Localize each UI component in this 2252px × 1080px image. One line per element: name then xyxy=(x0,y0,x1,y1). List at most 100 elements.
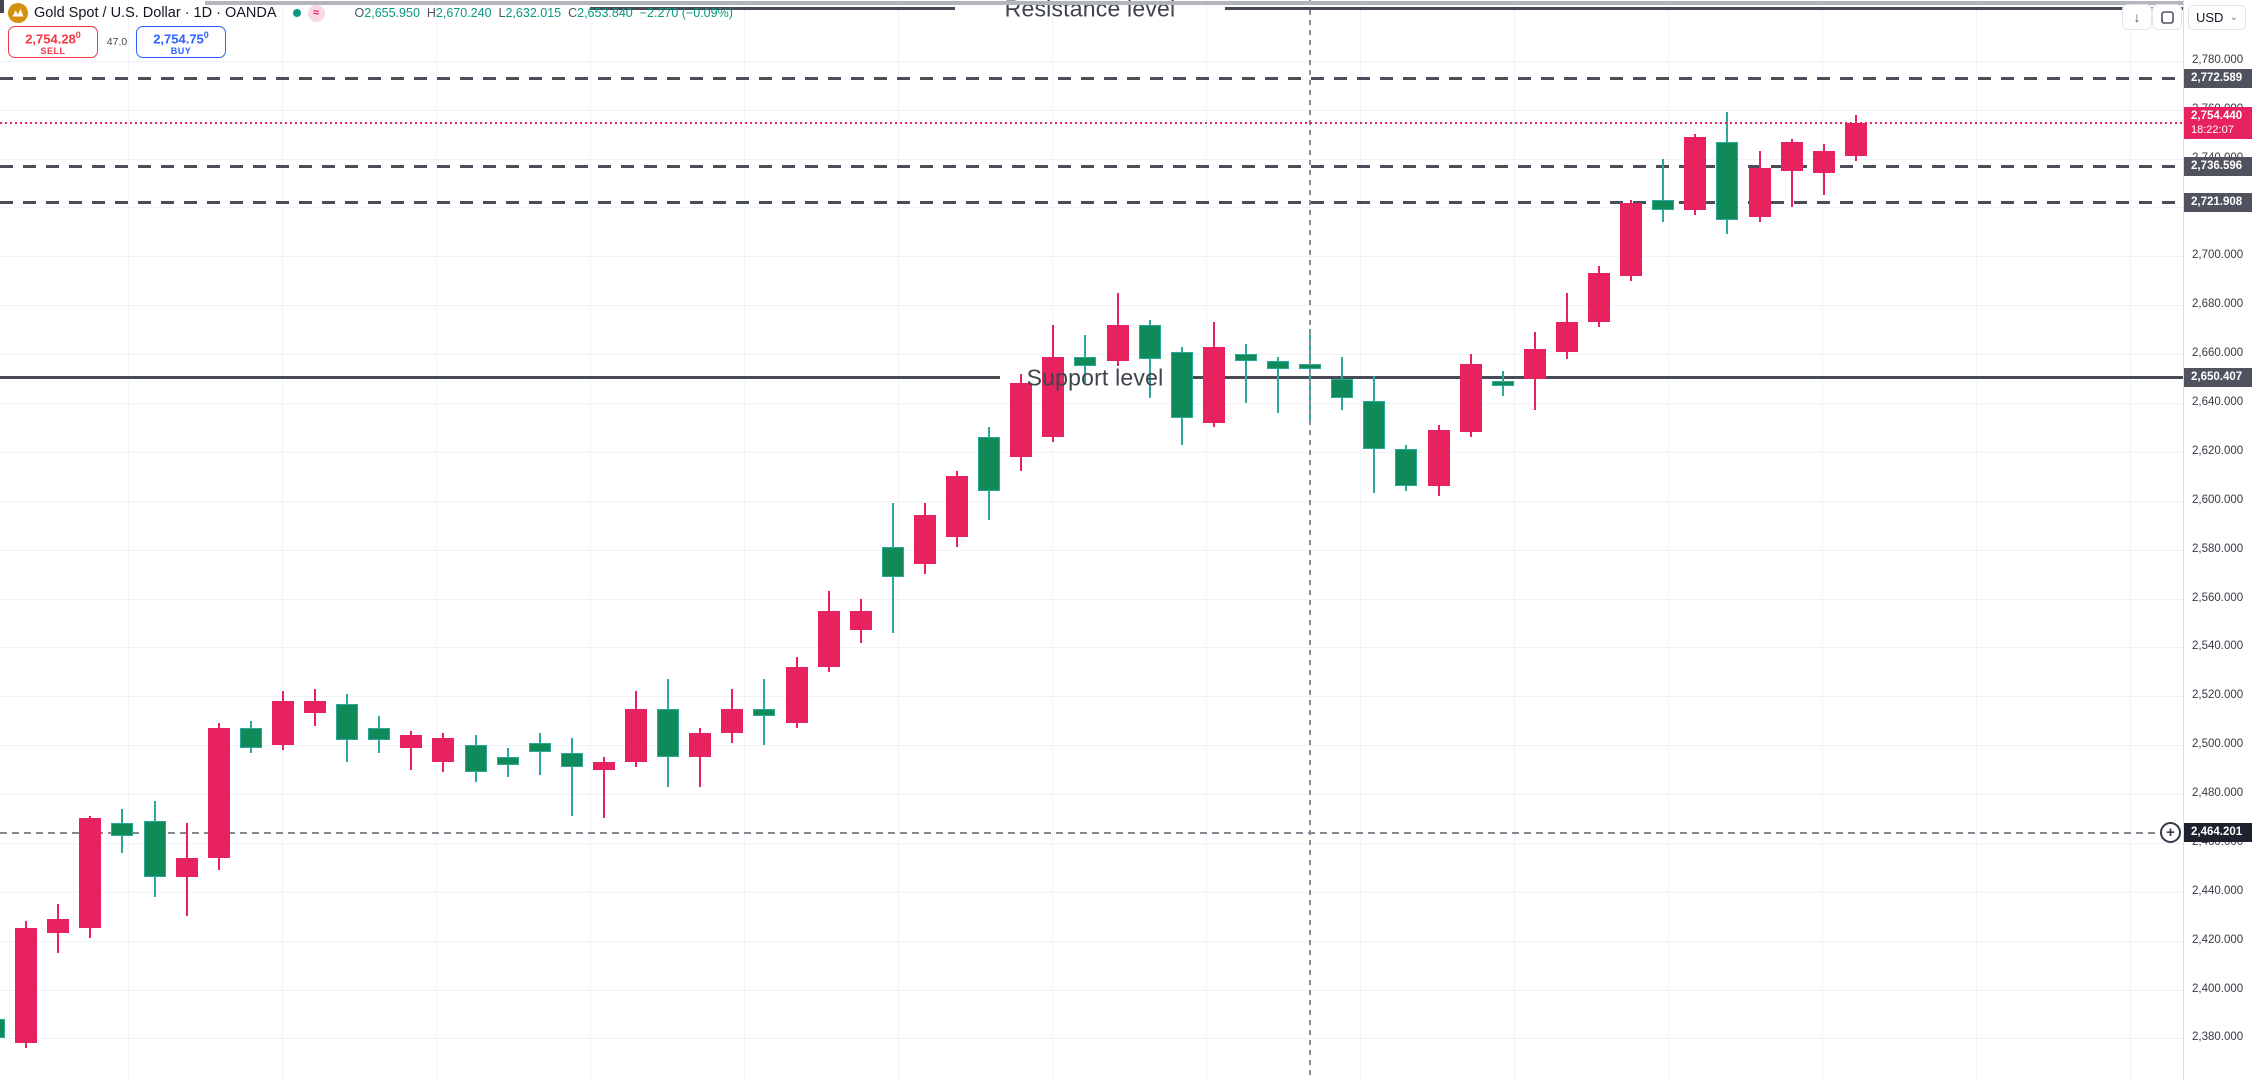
chart-surface[interactable]: Resistance level Support level xyxy=(0,0,2183,1080)
candle xyxy=(79,818,102,929)
level-line-alert-line[interactable] xyxy=(0,831,2183,834)
candle xyxy=(1427,429,1450,487)
level-line-zone-1[interactable] xyxy=(0,77,2183,81)
level-line-zone-2[interactable] xyxy=(0,165,2183,169)
alert-plus-icon[interactable]: + xyxy=(2160,822,2181,844)
candle xyxy=(464,745,487,773)
axis-tick: 2,420.000 xyxy=(2192,933,2244,946)
candle xyxy=(1491,381,1514,386)
ohlc-low-value: 2,632.015 xyxy=(505,6,562,20)
candle-wick xyxy=(1662,158,1665,223)
candle xyxy=(1202,346,1225,423)
buy-button-label: BUY xyxy=(170,46,192,57)
current-price-line xyxy=(0,122,2183,125)
resistance-label[interactable]: Resistance level xyxy=(1004,0,1176,22)
candle xyxy=(239,728,262,748)
candle-wick xyxy=(410,730,413,770)
candle xyxy=(689,732,712,758)
level-line-support-line[interactable] xyxy=(1190,376,2183,380)
sell-button[interactable]: 2,754.280 SELL xyxy=(8,26,98,58)
price-axis[interactable]: USD ⌄ 2,780.0002,760.0002,740.0002,720.0… xyxy=(2183,0,2252,1080)
scroll-to-recent-button[interactable]: ↓ xyxy=(2122,4,2152,30)
sell-button-label: SELL xyxy=(40,46,66,57)
candle xyxy=(849,610,872,631)
v-gridline xyxy=(1514,0,1515,1080)
candle xyxy=(817,610,840,667)
axis-label-support-line[interactable]: 2,650.407 xyxy=(2184,368,2252,388)
candle xyxy=(560,752,583,768)
support-label[interactable]: Support level xyxy=(1026,364,1164,391)
spread-value: 47.0 xyxy=(106,36,128,48)
axis-label-alert-line[interactable]: 2,464.201 xyxy=(2184,823,2252,843)
candle xyxy=(913,515,936,565)
candle xyxy=(1716,141,1739,220)
candle-wick xyxy=(602,757,605,819)
candle xyxy=(304,701,326,714)
axis-label-zone-2[interactable]: 2,736.596 xyxy=(2184,157,2252,177)
candle xyxy=(528,742,551,753)
candle xyxy=(1010,383,1033,457)
buy-price: 2,754.750 xyxy=(153,29,209,47)
symbol-title[interactable]: Gold Spot / U.S. Dollar · 1D · OANDA xyxy=(34,5,277,21)
level-line-zone-3[interactable] xyxy=(0,201,2183,205)
axis-tick: 2,680.000 xyxy=(2192,298,2244,311)
arrow-down-icon: ↓ xyxy=(2133,9,2141,25)
axis-tick: 2,780.000 xyxy=(2192,53,2244,66)
candle xyxy=(946,476,968,538)
candle xyxy=(1234,354,1257,362)
h-gridline xyxy=(0,354,2183,356)
currency-select[interactable]: USD ⌄ xyxy=(2188,5,2246,30)
candle xyxy=(1748,168,1771,218)
candle xyxy=(753,708,776,716)
candle xyxy=(1170,351,1193,418)
buy-button[interactable]: 2,754.750 BUY xyxy=(136,26,226,58)
candle xyxy=(336,703,359,741)
crosshair-vline xyxy=(1309,0,1312,1080)
candle xyxy=(111,823,134,836)
v-gridline xyxy=(1822,0,1823,1080)
v-gridline xyxy=(1052,0,1053,1080)
v-gridline xyxy=(2130,0,2131,1080)
sell-price: 2,754.280 xyxy=(25,29,81,47)
maximize-chart-button[interactable] xyxy=(2152,4,2182,30)
h-gridline xyxy=(0,696,2183,698)
h-gridline xyxy=(0,598,2183,600)
axis-tick: 2,520.000 xyxy=(2192,689,2244,702)
h-gridline xyxy=(0,647,2183,649)
axis-label-zone-3[interactable]: 2,721.908 xyxy=(2184,193,2252,213)
chevron-down-icon: ⌄ xyxy=(2229,12,2238,23)
candle xyxy=(1395,449,1418,487)
market-status-dot-icon[interactable] xyxy=(292,9,301,17)
v-gridline xyxy=(1360,0,1361,1080)
h-gridline xyxy=(0,1038,2183,1040)
level-line-resistance-line[interactable] xyxy=(590,7,955,11)
corner-notch xyxy=(0,0,4,13)
level-line-support-line[interactable] xyxy=(0,376,1000,380)
ohlc-low-key: L xyxy=(498,6,506,20)
axis-tick: 2,640.000 xyxy=(2192,396,2244,408)
h-gridline xyxy=(0,549,2183,551)
h-gridline xyxy=(0,256,2183,258)
h-gridline xyxy=(0,745,2183,747)
delayed-data-icon[interactable]: ≈ xyxy=(307,4,325,22)
v-gridline xyxy=(744,0,745,1080)
v-gridline xyxy=(1668,0,1669,1080)
candle xyxy=(47,918,70,934)
ohlc-high-key: H xyxy=(426,6,436,20)
candle-wick xyxy=(1148,319,1151,399)
window-top-strip xyxy=(205,1,2252,5)
h-gridline xyxy=(0,842,2183,844)
candle xyxy=(1459,363,1482,433)
axis-label-current-price[interactable]: 2,754.440 18:22:07 xyxy=(2184,107,2252,140)
h-gridline xyxy=(0,109,2183,111)
axis-tick: 2,600.000 xyxy=(2192,493,2244,506)
candle xyxy=(721,708,744,733)
frame-brackets-icon xyxy=(2160,10,2174,24)
axis-label-zone-1[interactable]: 2,772.589 xyxy=(2184,69,2252,89)
candle xyxy=(1620,202,1643,276)
candle-wick xyxy=(1790,139,1793,208)
ohlc-high-value: 2,670.240 xyxy=(435,6,492,20)
axis-tick: 2,400.000 xyxy=(2192,982,2244,995)
level-line-resistance-line[interactable] xyxy=(1225,7,2183,11)
